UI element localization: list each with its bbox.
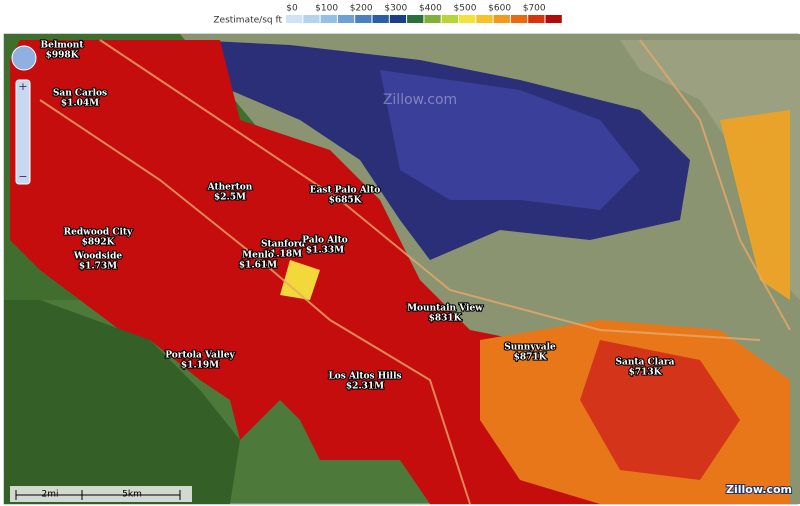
place-price: $1.73M [79, 262, 117, 272]
scale-km: 5km [122, 490, 142, 500]
scale-box [10, 486, 192, 502]
legend-tick: $700 [523, 4, 546, 14]
place-name: San Carlos [53, 89, 107, 99]
legend-tick: $400 [419, 4, 442, 14]
place-name: Atherton [207, 183, 253, 193]
legend: $0 $100 $200 $300 $400 $500 $600 $700 [286, 4, 562, 23]
place-name: Portola Valley [165, 351, 235, 361]
legend-swatch [320, 15, 337, 23]
legend-swatch [389, 15, 407, 23]
place-price: $713K [629, 368, 663, 378]
scale-bar [15, 490, 181, 500]
zoom-out[interactable]: − [18, 170, 27, 183]
place-name: Woodside [73, 252, 122, 262]
legend-swatch [286, 15, 303, 23]
legend-swatch [459, 15, 476, 23]
place-price: $2.5M [214, 193, 246, 203]
pan-control[interactable] [11, 45, 37, 71]
zoom-control[interactable]: + − [11, 45, 37, 185]
brand-logo: Zillow.com [726, 483, 792, 496]
legend-tick: $500 [454, 4, 477, 14]
legend-tick: $300 [384, 4, 407, 14]
place-price: $1.04M [61, 99, 99, 109]
legend-swatch [545, 15, 562, 23]
place-price: $1.18M [264, 250, 302, 260]
place-name: Palo Alto [302, 236, 347, 246]
watermark: Zillow.com [383, 92, 457, 108]
zoom-in[interactable]: + [18, 80, 27, 93]
legend-swatch [355, 15, 372, 23]
place-name: Santa Clara [616, 358, 675, 368]
legend-tick: $0 [286, 4, 298, 14]
roads [39, 39, 791, 505]
place-price: $1.61M [239, 261, 277, 271]
place-labels: Belmont$998K San Carlos$1.04M Atherton$2.5… [39, 39, 675, 392]
place-price: $1.19M [181, 361, 219, 371]
place-name: East Palo Alto [310, 186, 381, 196]
scale-miles: 2mi [42, 490, 59, 500]
legend-swatch [493, 15, 510, 23]
legend-tick: $100 [315, 4, 338, 14]
place-name: Sunnyvale [504, 343, 556, 353]
place-name: Los Altos Hills [328, 372, 401, 382]
place-price: $831K [429, 314, 463, 324]
place-price: $685K [329, 196, 363, 206]
place-price: $1.33M [306, 246, 344, 256]
legend-swatch [372, 15, 389, 23]
place-price: $871K [514, 353, 548, 363]
place-name: Menlo [242, 251, 274, 261]
legend-swatch [407, 15, 424, 23]
legend-swatch [510, 15, 528, 23]
zoom-slider[interactable] [15, 79, 31, 185]
legend-swatch [337, 15, 355, 23]
legend-swatch [424, 15, 441, 23]
legend-swatch [476, 15, 493, 23]
place-name: Mountain View [407, 304, 483, 314]
legend-swatch [528, 15, 545, 23]
place-name: Belmont [41, 41, 85, 51]
place-price: $998K [46, 51, 80, 61]
terrain [4, 34, 800, 504]
place-name: Redwood City [64, 228, 133, 238]
legend-tick: $600 [488, 4, 511, 14]
place-price: $892K [82, 238, 116, 248]
place-price: $2.31M [346, 382, 384, 392]
legend-tick: $200 [350, 4, 373, 14]
place-name: Stanford [261, 240, 306, 250]
legend-swatch [303, 15, 320, 23]
legend-swatch [441, 15, 458, 23]
legend-title: Zestimate/sq ft [213, 16, 282, 26]
